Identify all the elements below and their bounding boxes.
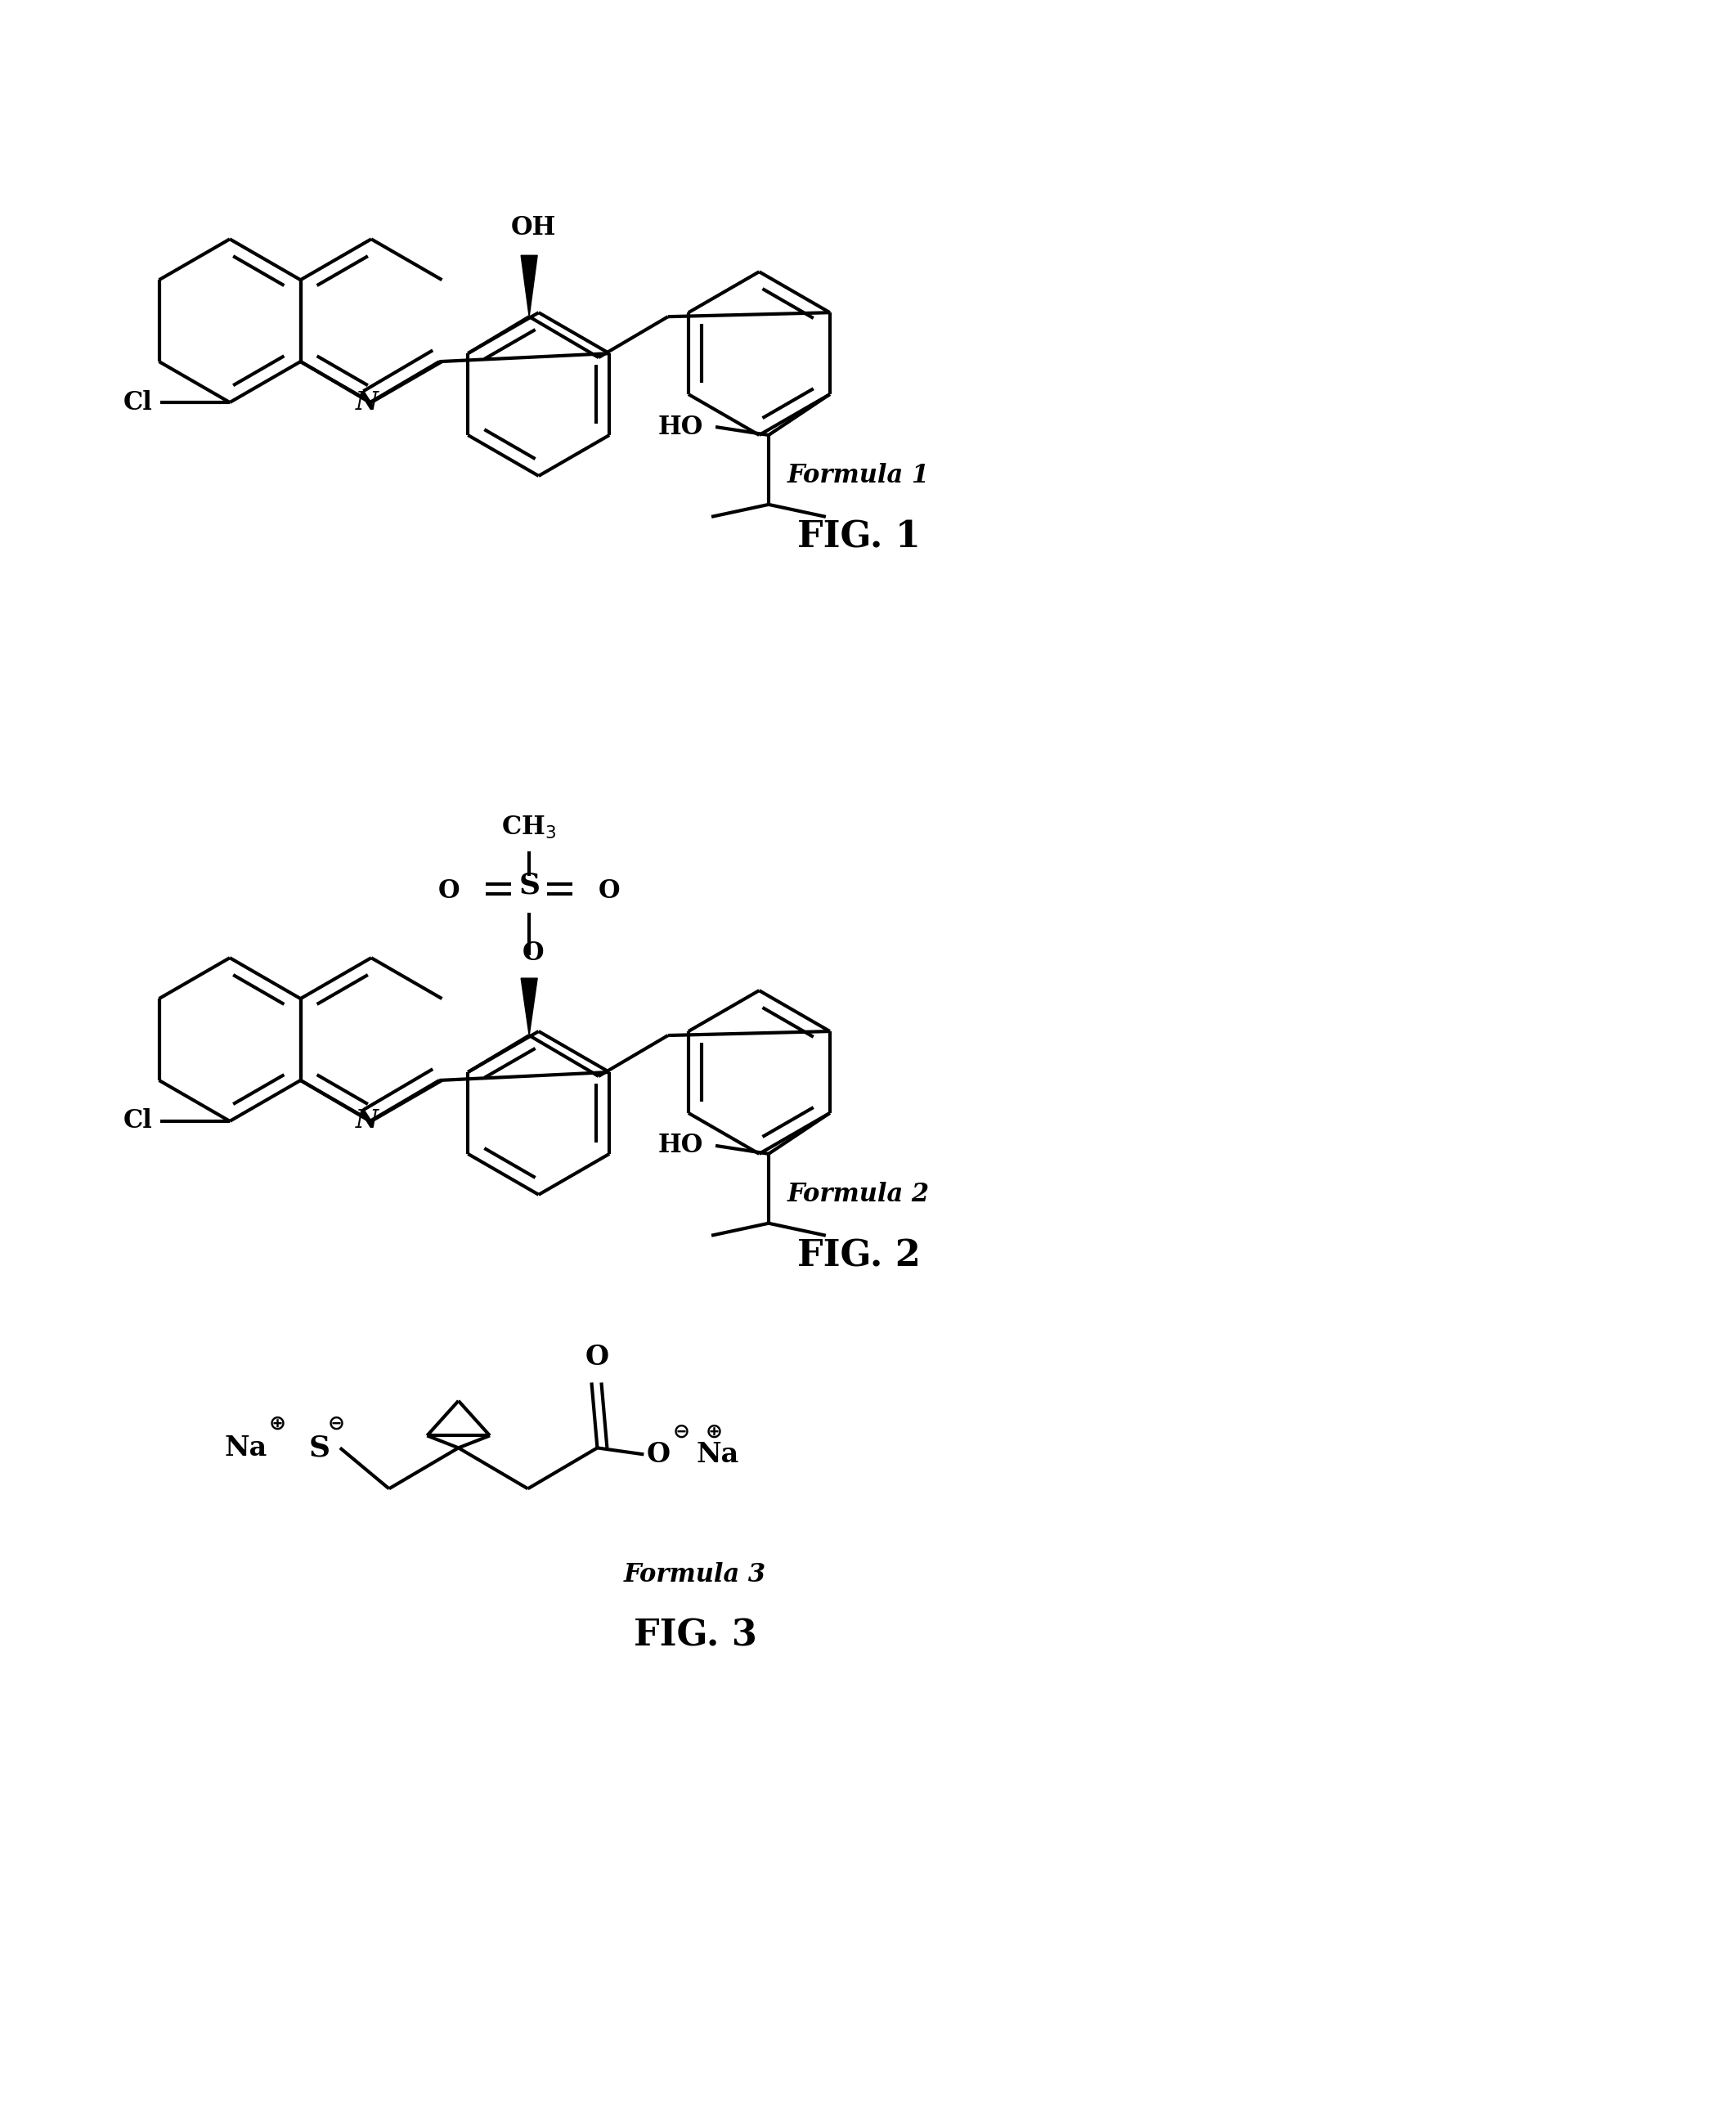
Text: Na: Na	[224, 1435, 267, 1462]
Text: ⊕: ⊕	[269, 1413, 286, 1432]
Text: Formula 3: Formula 3	[623, 1562, 767, 1587]
Text: Formula 2: Formula 2	[788, 1182, 930, 1208]
Text: ⊖: ⊖	[674, 1422, 689, 1441]
Text: O: O	[585, 1343, 609, 1371]
Text: ⊕: ⊕	[705, 1422, 722, 1441]
Text: OH: OH	[510, 216, 556, 242]
Text: Na: Na	[696, 1441, 740, 1468]
Text: FIG. 1: FIG. 1	[797, 519, 920, 555]
Text: O: O	[523, 941, 543, 966]
Text: N: N	[356, 1108, 378, 1134]
Text: N: N	[356, 390, 378, 415]
Polygon shape	[521, 979, 538, 1036]
Text: O: O	[437, 877, 460, 903]
Text: S: S	[519, 871, 540, 898]
Text: FIG. 3: FIG. 3	[634, 1619, 757, 1653]
Text: O: O	[648, 1441, 670, 1468]
Text: FIG. 2: FIG. 2	[797, 1237, 920, 1274]
Text: CH$_3$: CH$_3$	[502, 816, 557, 841]
Text: Formula 1: Formula 1	[788, 464, 930, 489]
Text: O: O	[599, 877, 620, 903]
Text: Cl: Cl	[123, 1108, 153, 1134]
Text: HO: HO	[658, 1134, 703, 1159]
Text: HO: HO	[658, 413, 703, 439]
Polygon shape	[521, 256, 538, 316]
Text: Cl: Cl	[123, 390, 153, 415]
Text: ⊖: ⊖	[328, 1413, 344, 1432]
Text: S: S	[309, 1435, 330, 1462]
